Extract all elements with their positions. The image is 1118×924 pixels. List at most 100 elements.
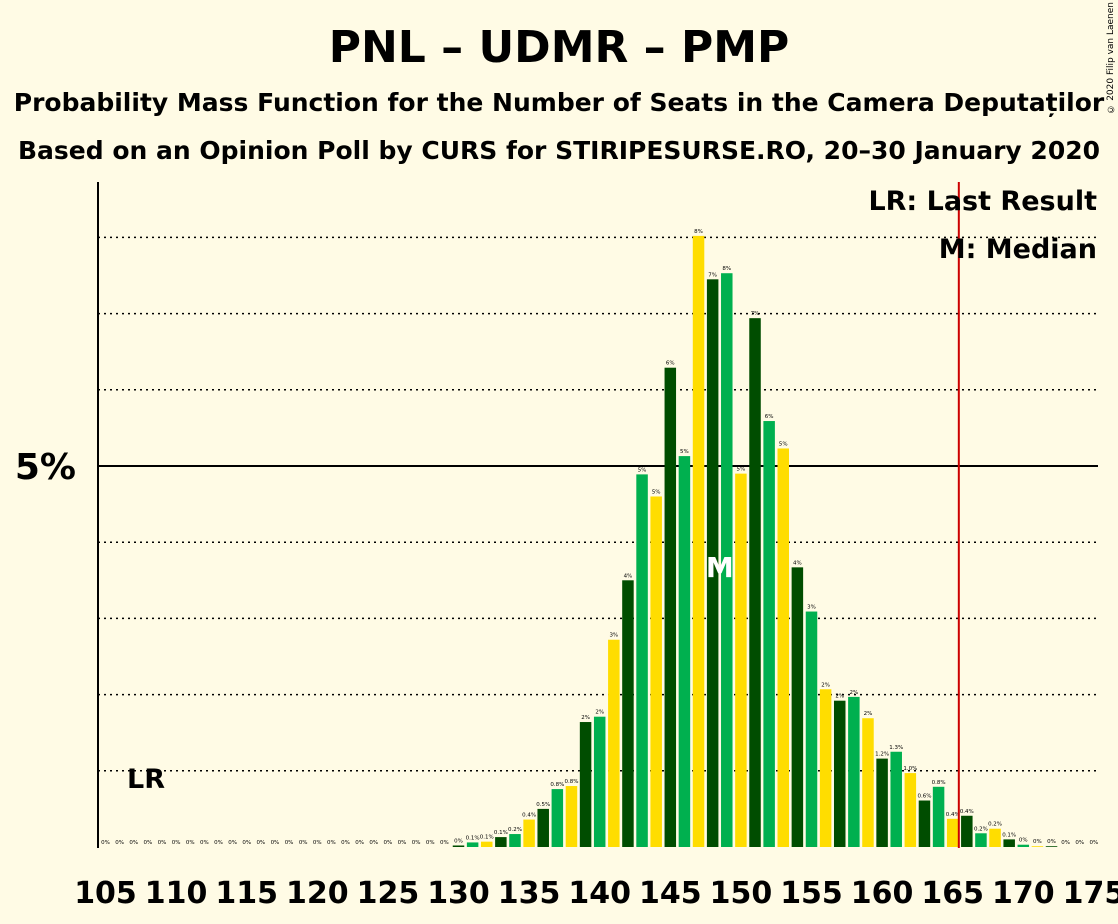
data-label-seat-119: 0% bbox=[299, 840, 308, 846]
x-tick-label-160: 160 bbox=[851, 876, 914, 911]
data-label-seat-114: 0% bbox=[228, 840, 237, 846]
data-label-seat-155: 3% bbox=[807, 605, 816, 611]
bar-seat-140 bbox=[593, 716, 606, 847]
bar-seat-133 bbox=[495, 837, 507, 847]
bar-seat-156 bbox=[819, 689, 832, 847]
data-label-seat-152: 6% bbox=[765, 414, 774, 420]
bar-seat-142 bbox=[622, 580, 634, 847]
data-labels: 0% 0% 0% 0% 0% 0% 0% 0% 0% 0% 0% 0% 0% 0% 0% 0% 0% 0% 0% 0%… bbox=[101, 229, 1098, 846]
data-label-seat-116: 0% bbox=[256, 840, 265, 846]
legend-last-result: LR: Last Result bbox=[868, 186, 1097, 217]
data-label-seat-141: 3% bbox=[609, 633, 618, 639]
x-tick-label-150: 150 bbox=[710, 876, 773, 911]
y-tick-label-5pct: 5% bbox=[15, 447, 76, 488]
bar-seat-164 bbox=[932, 786, 945, 847]
data-label-seat-126: 0% bbox=[398, 840, 407, 846]
bar-seat-166 bbox=[961, 815, 973, 847]
x-tick-label-130: 130 bbox=[427, 876, 490, 911]
data-label-seat-129: 0% bbox=[440, 840, 449, 846]
bar-seat-139 bbox=[579, 722, 592, 847]
data-label-seat-123: 0% bbox=[355, 840, 364, 846]
x-tick-label-145: 145 bbox=[639, 876, 702, 911]
data-label-seat-127: 0% bbox=[412, 840, 421, 846]
bar-seat-152 bbox=[763, 421, 775, 847]
bar-seat-141 bbox=[608, 639, 620, 847]
bar-seat-134 bbox=[509, 834, 521, 847]
x-tick-label-120: 120 bbox=[286, 876, 349, 911]
bar-seat-144 bbox=[650, 496, 662, 847]
chart-source-line: Based on an Opinion Poll by CURS for STI… bbox=[17, 136, 1101, 165]
x-tick-labels: 105 110 115 120 125 130 135 140 145 150 155 160 165 1… bbox=[74, 876, 1118, 911]
data-label-seat-139: 2% bbox=[581, 715, 590, 721]
bar-seat-145 bbox=[664, 367, 677, 847]
data-label-seat-134: 0.2% bbox=[508, 827, 522, 833]
data-label-seat-162: 1.0% bbox=[903, 766, 917, 772]
bar-seat-171 bbox=[1031, 846, 1044, 847]
data-label-seat-110: 0% bbox=[172, 840, 181, 846]
data-label-seat-164: 0.8% bbox=[932, 780, 946, 786]
data-label-seat-143: 5% bbox=[638, 467, 647, 473]
data-label-seat-147: 8% bbox=[694, 229, 703, 235]
median-marker-label: M bbox=[706, 551, 734, 584]
data-label-seat-132: 0.1% bbox=[480, 835, 494, 841]
x-tick-label-175: 175 bbox=[1063, 876, 1118, 911]
x-tick-label-115: 115 bbox=[215, 876, 278, 911]
data-label-seat-150: 5% bbox=[737, 467, 746, 473]
bar-seat-136 bbox=[537, 808, 549, 847]
chart-subtitle: Probability Mass Function for the Number… bbox=[13, 88, 1105, 117]
data-label-seat-151: 7% bbox=[751, 311, 760, 317]
lr-marker-label: LR bbox=[127, 764, 165, 795]
data-label-seat-113: 0% bbox=[214, 840, 223, 846]
data-label-seat-170: 0% bbox=[1019, 838, 1028, 844]
bar-seat-149 bbox=[721, 273, 733, 847]
data-label-seat-161: 1.3% bbox=[889, 745, 903, 751]
bar-seat-138 bbox=[565, 786, 578, 847]
x-tick-label-140: 140 bbox=[568, 876, 631, 911]
x-tick-label-155: 155 bbox=[780, 876, 843, 911]
x-tick-label-110: 110 bbox=[145, 876, 208, 911]
data-label-seat-144: 5% bbox=[652, 489, 661, 495]
data-label-seat-169: 0.1% bbox=[1002, 832, 1016, 838]
bar-seat-167 bbox=[975, 833, 987, 847]
data-label-seat-167: 0.2% bbox=[974, 826, 988, 832]
data-label-seat-153: 5% bbox=[779, 441, 788, 447]
grid-lines bbox=[98, 236, 1098, 772]
bar-seat-143 bbox=[636, 474, 648, 847]
data-label-seat-128: 0% bbox=[426, 840, 435, 846]
data-label-seat-108: 0% bbox=[143, 840, 152, 846]
data-label-seat-159: 2% bbox=[864, 711, 873, 717]
bar-seat-135 bbox=[523, 819, 535, 847]
data-label-seat-146: 5% bbox=[680, 449, 689, 455]
bar-seat-137 bbox=[551, 789, 564, 847]
data-label-seat-133: 0.1% bbox=[494, 830, 508, 836]
data-label-seat-109: 0% bbox=[158, 840, 167, 846]
data-label-seat-175: 0% bbox=[1090, 840, 1099, 846]
data-label-seat-115: 0% bbox=[242, 840, 251, 846]
bar-seat-154 bbox=[791, 567, 804, 847]
bar-seat-150 bbox=[735, 473, 747, 847]
bar-seat-170 bbox=[1017, 844, 1030, 847]
data-label-seat-149: 8% bbox=[722, 266, 731, 272]
bar-seat-151 bbox=[749, 318, 761, 847]
data-label-seat-174: 0% bbox=[1075, 840, 1084, 846]
data-label-seat-118: 0% bbox=[285, 840, 294, 846]
bar-seat-162 bbox=[904, 773, 917, 847]
x-tick-label-165: 165 bbox=[921, 876, 984, 911]
data-label-seat-154: 4% bbox=[793, 560, 802, 566]
data-label-seat-131: 0.1% bbox=[466, 835, 480, 841]
data-label-seat-121: 0% bbox=[327, 840, 336, 846]
bar-seat-168 bbox=[989, 828, 1001, 847]
x-tick-label-170: 170 bbox=[992, 876, 1055, 911]
data-label-seat-168: 0.2% bbox=[988, 822, 1002, 828]
data-label-seat-122: 0% bbox=[341, 840, 350, 846]
data-label-seat-130: 0% bbox=[454, 838, 463, 844]
bar-seat-131 bbox=[466, 842, 479, 847]
bar-seat-161 bbox=[890, 751, 902, 847]
data-label-seat-163: 0.6% bbox=[917, 794, 931, 800]
bar-seat-172 bbox=[1045, 846, 1058, 847]
axes: 5% bbox=[15, 182, 99, 848]
data-label-seat-105: 0% bbox=[101, 840, 110, 846]
bar-series bbox=[452, 235, 1058, 848]
bar-seat-160 bbox=[876, 758, 888, 847]
